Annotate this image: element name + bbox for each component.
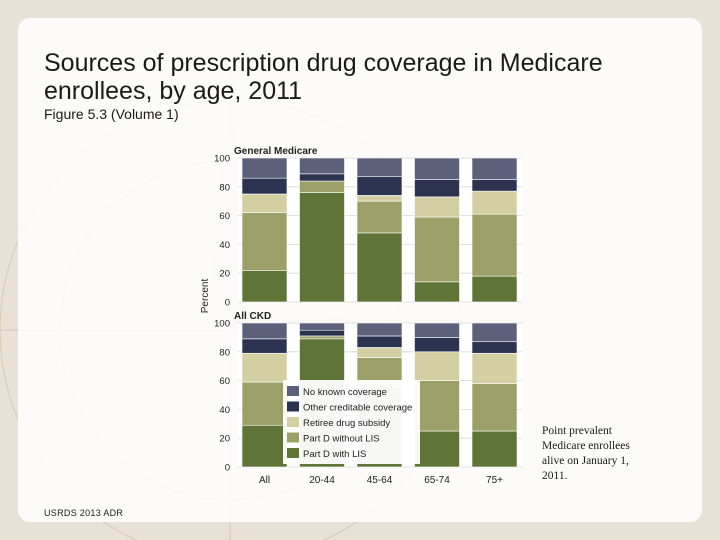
- bar-segment: [356, 322, 403, 337]
- bar-segment: [471, 190, 518, 215]
- y-axis-label: Percent: [200, 279, 211, 314]
- bar-segment: [414, 281, 460, 303]
- bar-segment: [241, 322, 288, 340]
- legend-swatch: [287, 386, 299, 396]
- x-tick-label: 75+: [486, 475, 503, 486]
- bar-segment: [356, 176, 403, 196]
- bar-segment: [241, 177, 288, 195]
- bar-segment: [241, 338, 288, 354]
- bar-segment: [241, 352, 288, 383]
- bar-segment: [471, 341, 518, 354]
- x-tick-label: 45-64: [367, 475, 393, 486]
- legend-swatch: [287, 448, 299, 458]
- bar-segment: [241, 381, 288, 426]
- legend-swatch: [287, 432, 299, 443]
- bar-segment: [356, 195, 403, 202]
- bar-segment: [414, 196, 460, 218]
- bar-segment: [241, 212, 288, 271]
- bar-segment: [414, 380, 460, 432]
- bar-segment: [241, 157, 288, 179]
- bar-segment: [471, 352, 518, 384]
- y-tick-label: 20: [219, 434, 230, 445]
- source-label: USRDS 2013 ADR: [44, 508, 124, 518]
- y-tick-label: 100: [214, 319, 230, 330]
- bar-segment: [471, 179, 518, 192]
- figure-subtitle: Figure 5.3 (Volume 1): [44, 106, 179, 122]
- legend-label: No known coverage: [303, 387, 387, 398]
- bar-segment: [241, 193, 288, 214]
- bar-segment: [241, 424, 288, 468]
- bar-segment: [414, 157, 460, 180]
- bar-segment: [356, 157, 403, 178]
- bar-segment: [414, 322, 460, 338]
- bar-segment: [299, 180, 345, 193]
- bar-segment: [414, 430, 460, 468]
- bar-segment: [356, 347, 403, 358]
- y-tick-label: 60: [219, 211, 230, 222]
- bar-segment: [241, 270, 288, 303]
- bar-segment: [471, 430, 518, 468]
- footnote: Point prevalent Medicare enrollees alive…: [542, 425, 630, 482]
- y-tick-label: 40: [219, 405, 230, 416]
- legend-label: Part D without LIS: [303, 434, 380, 445]
- bar-segment: [414, 351, 460, 381]
- bar-segment: [299, 173, 345, 182]
- bar-segment: [299, 329, 345, 337]
- slide-title: Sources of prescription drug coverage in…: [44, 49, 603, 105]
- legend-box: [283, 380, 420, 464]
- y-tick-label: 60: [219, 376, 230, 387]
- bar-segment: [471, 275, 518, 303]
- legend-label: Part D with LIS: [303, 449, 366, 460]
- legend-swatch: [287, 401, 299, 412]
- legend-swatch: [287, 417, 299, 427]
- bar-segment: [356, 232, 403, 303]
- bar-segment: [356, 200, 403, 234]
- bar-segment: [471, 157, 518, 180]
- y-tick-label: 80: [219, 347, 230, 358]
- y-tick-label: 40: [219, 240, 230, 251]
- bar-segment: [299, 157, 345, 175]
- bar-segment: [299, 335, 345, 340]
- x-tick-label: All: [259, 475, 270, 486]
- bar-segment: [414, 179, 460, 198]
- bar-segment: [414, 216, 460, 283]
- legend-label: Other creditable coverage: [303, 403, 412, 414]
- y-tick-label: 100: [214, 154, 230, 165]
- bar-segment: [356, 335, 403, 348]
- y-tick-label: 80: [219, 182, 230, 193]
- x-tick-label: 20-44: [309, 475, 335, 486]
- panel-title: All CKD: [234, 311, 271, 322]
- bar-segment: [471, 322, 518, 343]
- y-tick-label: 0: [225, 463, 230, 474]
- y-tick-label: 0: [225, 298, 230, 309]
- bar-segment: [299, 322, 345, 331]
- x-tick-label: 65-74: [424, 475, 450, 486]
- y-tick-label: 20: [219, 269, 230, 280]
- panel-title: General Medicare: [234, 146, 318, 157]
- bar-segment: [471, 383, 518, 432]
- bar-segment: [471, 213, 518, 277]
- legend-label: Retiree drug subsidy: [303, 418, 390, 429]
- bar-segment: [414, 337, 460, 353]
- bar-segment: [299, 192, 345, 303]
